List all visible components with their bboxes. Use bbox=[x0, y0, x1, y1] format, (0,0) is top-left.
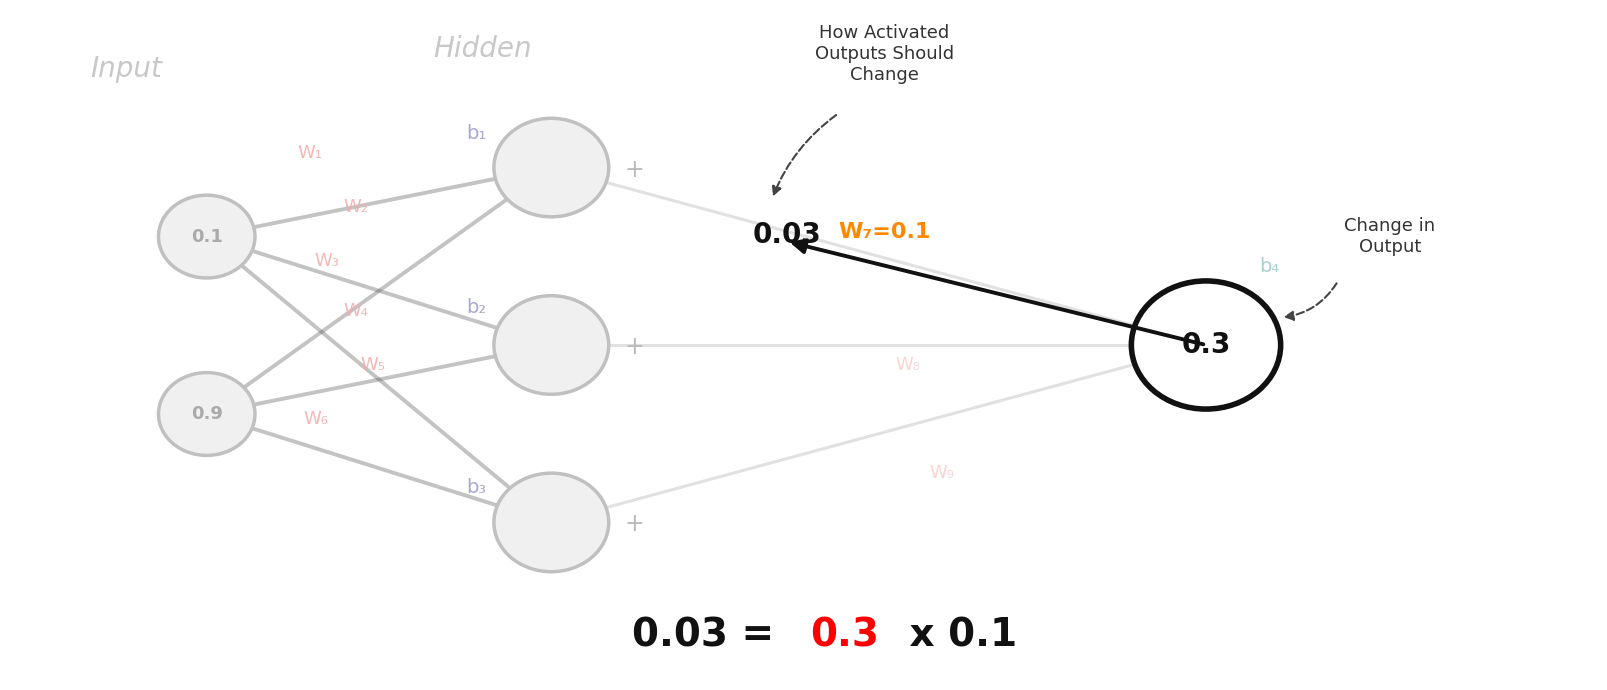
Text: b₁: b₁ bbox=[466, 124, 487, 143]
Text: +: + bbox=[624, 513, 643, 536]
Text: Change in
Output: Change in Output bbox=[1343, 217, 1435, 256]
Text: 0.03: 0.03 bbox=[752, 221, 821, 248]
Text: W₆: W₆ bbox=[304, 410, 328, 428]
Text: 0.3: 0.3 bbox=[1181, 331, 1229, 359]
Text: W₈: W₈ bbox=[895, 356, 919, 374]
Circle shape bbox=[493, 118, 609, 217]
Text: W₇=0.1: W₇=0.1 bbox=[837, 221, 930, 242]
Circle shape bbox=[1131, 281, 1279, 409]
Text: Input: Input bbox=[90, 55, 162, 83]
Text: W₁: W₁ bbox=[297, 144, 323, 161]
Circle shape bbox=[493, 473, 609, 572]
Text: How Activated
Outputs Should
Change: How Activated Outputs Should Change bbox=[815, 24, 953, 84]
Text: W₅: W₅ bbox=[360, 356, 386, 374]
Circle shape bbox=[493, 296, 609, 394]
Text: W₄: W₄ bbox=[344, 302, 368, 319]
Text: b₄: b₄ bbox=[1258, 257, 1279, 275]
Text: +: + bbox=[624, 157, 643, 181]
Text: 0.3: 0.3 bbox=[810, 617, 877, 655]
Text: W₂: W₂ bbox=[344, 198, 368, 216]
Text: Hidden: Hidden bbox=[432, 35, 532, 63]
Circle shape bbox=[159, 373, 256, 455]
Text: W₉: W₉ bbox=[929, 464, 953, 482]
Text: 0.1: 0.1 bbox=[191, 228, 222, 246]
Text: b₂: b₂ bbox=[466, 298, 487, 317]
Circle shape bbox=[159, 195, 256, 278]
Text: 0.03 =: 0.03 = bbox=[632, 617, 787, 655]
Text: +: + bbox=[624, 335, 643, 359]
Text: 0.9: 0.9 bbox=[191, 405, 222, 423]
Text: W₃: W₃ bbox=[315, 253, 339, 270]
Text: x 0.1: x 0.1 bbox=[895, 617, 1016, 655]
Text: b₃: b₃ bbox=[466, 478, 487, 497]
